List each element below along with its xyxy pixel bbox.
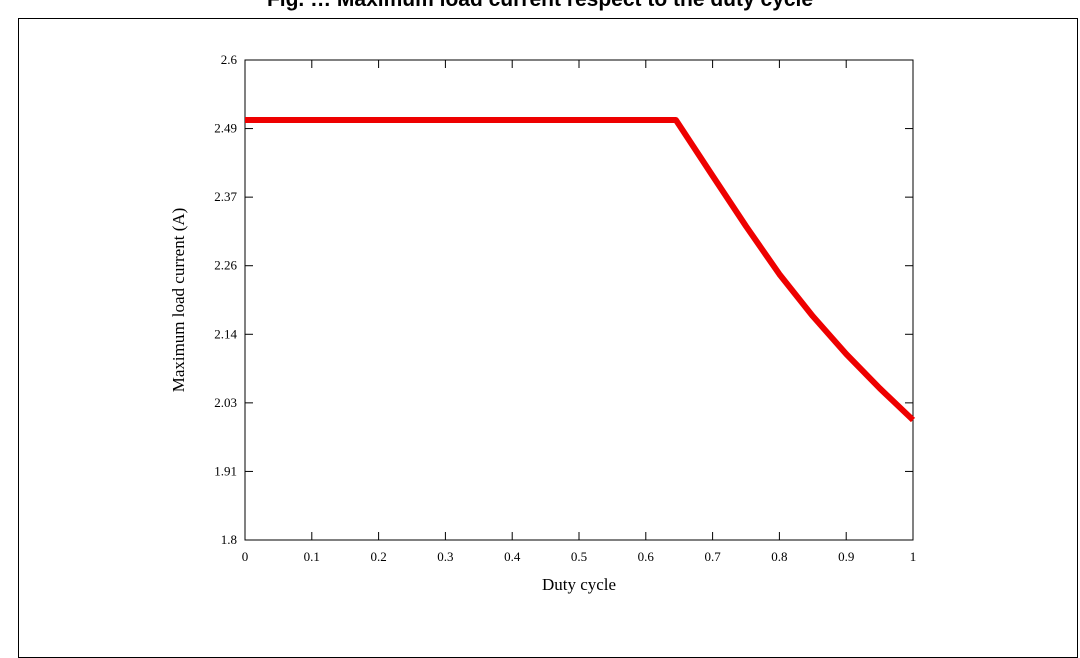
x-tick-label: 0.6 [638, 549, 655, 564]
x-tick-label: 0.5 [571, 549, 587, 564]
x-tick-label: 0.1 [304, 549, 320, 564]
y-tick-label: 2.37 [214, 189, 237, 204]
x-tick-label: 0.9 [838, 549, 854, 564]
y-tick-label: 2.14 [214, 326, 237, 341]
y-tick-labels: 1.8 1.91 2.03 2.14 2.26 2.37 2.49 2.6 [214, 52, 237, 547]
y-tick-label: 2.03 [214, 395, 237, 410]
data-series [245, 117, 916, 423]
x-tick-label: 0.2 [370, 549, 386, 564]
line-chart: 0 0.1 0.2 0.3 0.4 0.5 0.6 0.7 0.8 0.9 1 1.8 1.91 2.0… [169, 52, 917, 594]
x-tick-label: 0.7 [704, 549, 721, 564]
y-tick-label: 2.6 [221, 52, 238, 67]
x-tick-label: 0.4 [504, 549, 521, 564]
y-tick-label: 1.91 [214, 463, 237, 478]
x-tick-label: 0.8 [771, 549, 787, 564]
y-axis-title: Maximum load current (A) [169, 208, 188, 393]
y-tick-label: 2.49 [214, 121, 237, 136]
x-tick-labels: 0 0.1 0.2 0.3 0.4 0.5 0.6 0.7 0.8 0.9 1 [242, 549, 917, 564]
x-tick-label: 1 [910, 549, 917, 564]
x-tick-label: 0.3 [437, 549, 453, 564]
x-axis-title: Duty cycle [542, 575, 616, 594]
y-tick-label: 1.8 [221, 532, 237, 547]
plot-area [244, 59, 914, 541]
chart-title: Fig. … Maximum load current respect to t… [0, 0, 1080, 12]
axis-ticks [244, 59, 914, 541]
y-tick-label: 2.26 [214, 258, 237, 273]
x-tick-label: 0 [242, 549, 249, 564]
series-line [245, 117, 916, 423]
